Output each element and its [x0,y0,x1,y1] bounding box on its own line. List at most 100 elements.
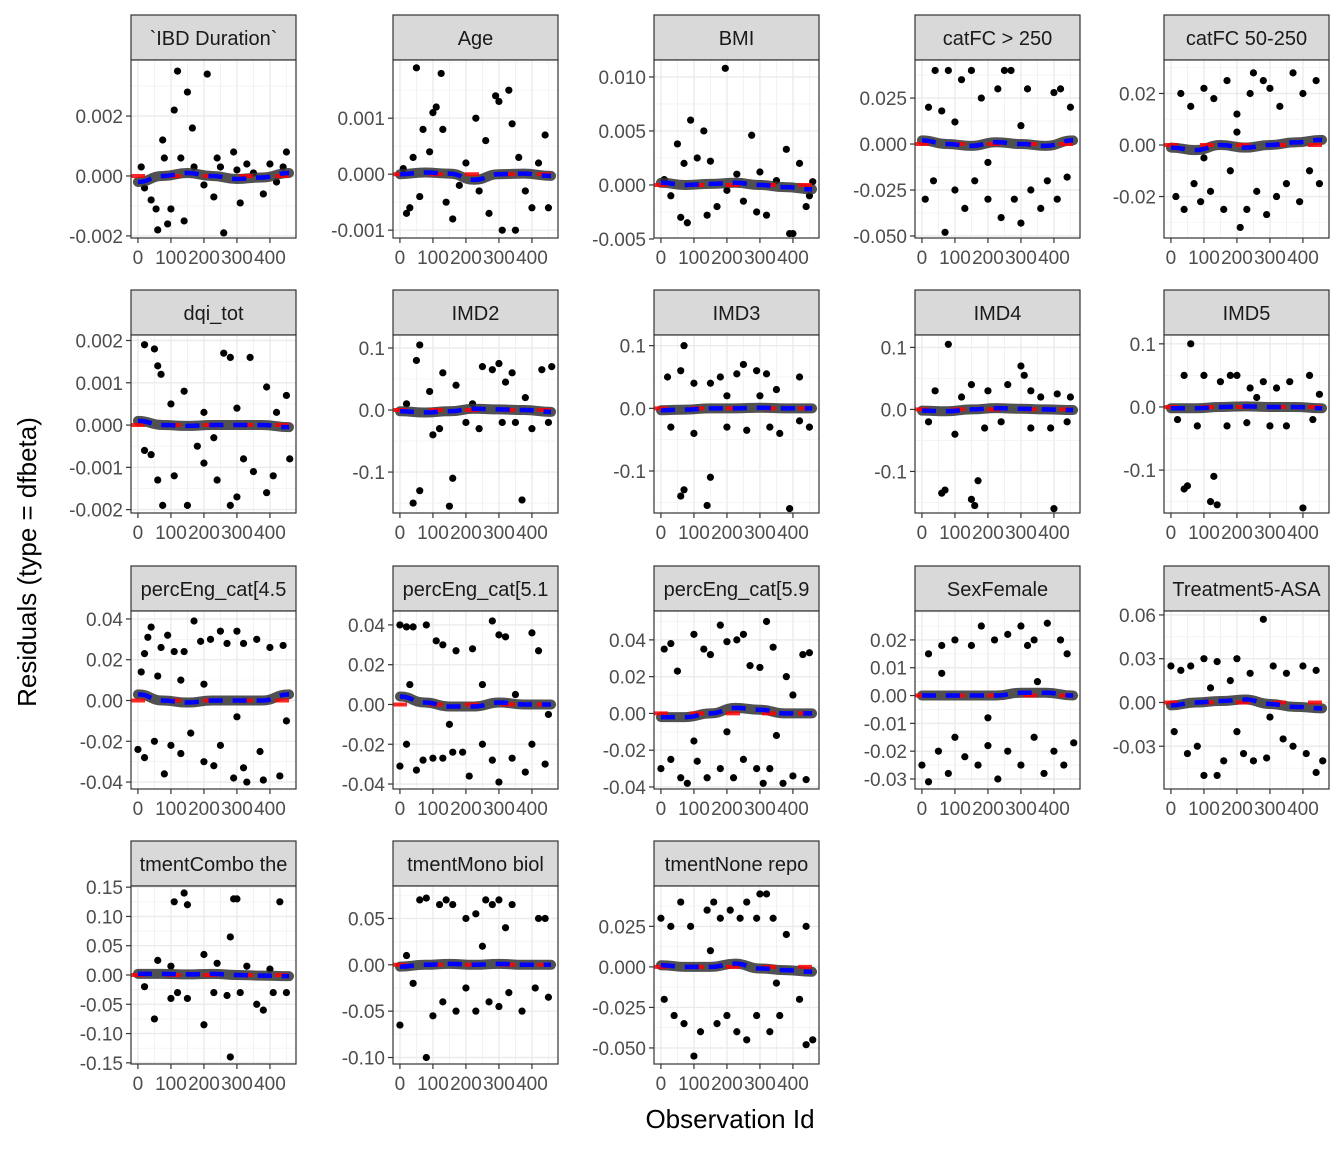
data-point [1056,85,1065,93]
data-point [677,898,685,906]
data-point [795,995,804,1003]
facet-strip-label: catFC > 250 [943,28,1053,50]
y-tick-label: 0.005 [598,122,646,143]
panel-border [1163,334,1330,514]
data-point [997,418,1005,426]
x-tick-label: 200 [188,248,220,269]
data-point [511,690,520,699]
data-point [140,650,149,658]
x-tick-label: 200 [1221,523,1253,544]
data-point [409,623,417,631]
data-point [1243,419,1251,427]
data-point [934,747,943,755]
data-point [1206,498,1215,506]
panel-border [130,334,297,514]
x-tick-label: 300 [744,799,776,820]
data-point [1060,761,1068,769]
y-tick-label: -0.1 [613,462,646,483]
x-tick-label: 0 [656,799,667,820]
data-point [1206,684,1215,692]
smooth-line [399,694,552,709]
data-layer [131,889,296,1061]
data-point [452,1007,460,1015]
data-point [984,742,992,750]
data-point [723,728,731,736]
data-point [924,418,933,426]
data-point [416,487,424,495]
data-point [501,633,510,641]
y-tick-label: -0.10 [80,1025,123,1046]
data-point [663,373,672,381]
y-tick-label: 0.001 [75,374,123,395]
data-point [1319,757,1327,765]
data-point [429,431,437,439]
x-tick-label: 300 [221,523,253,544]
data-point [974,477,982,485]
data-point [164,631,172,639]
data-point [941,228,949,236]
data-point [233,166,241,174]
data-point [180,217,188,225]
data-point [924,778,933,786]
data-point [402,400,411,408]
data-point [1040,769,1048,778]
data-layer [393,894,558,1062]
facet-strip [1163,14,1330,61]
x-tick-label: 0 [395,1074,406,1095]
data-point [762,617,771,626]
data-point [402,623,411,631]
data-point [203,70,211,78]
data-point [200,1021,208,1029]
data-point [1063,173,1071,181]
data-point [756,890,764,898]
smooth-line [660,961,813,975]
x-tick-label: 400 [777,248,809,269]
data-point [478,363,487,371]
x-tick-label: 0 [395,799,406,820]
x-tick-label: 0 [395,523,406,544]
data-point [544,710,553,719]
x-tick-label: 0 [917,799,928,820]
data-point [478,740,487,748]
data-point [753,208,761,216]
data-point [259,776,267,784]
data-point [193,442,201,450]
data-point [1233,128,1241,136]
data-point [680,159,688,167]
data-point [756,392,764,400]
data-point [944,340,952,348]
y-tick-label: 0.0 [881,400,907,421]
x-tick-label: 100 [939,523,971,544]
facet-strip [653,289,820,336]
data-point [498,226,506,234]
facet-panel: percEng_cat[5.9 -0.04 -0.02 0.00 0.02 0.04 0 10… [603,565,820,820]
data-layer [393,341,558,510]
data-point [177,154,185,162]
data-point [1017,219,1025,227]
x-tick-label: 400 [777,1074,809,1095]
data-point [1220,205,1228,214]
data-point [1180,205,1188,214]
data-point [210,988,218,997]
data-point [521,768,529,776]
data-point [455,181,463,189]
y-tick-label: 0.00 [609,704,646,725]
data-point [259,1006,267,1014]
data-layer [654,342,819,513]
data-point [772,731,781,740]
facet-strip [392,840,559,887]
data-point [660,995,668,1003]
data-point [1027,424,1035,432]
y-tick-label: 0.10 [86,907,123,928]
y-tick-label: 0.15 [86,878,123,899]
data-point [703,211,711,219]
data-point [197,637,205,645]
x-tick-label: 300 [1254,799,1286,820]
data-point [213,154,221,162]
data-point [706,473,715,481]
y-tick-label: -0.05 [80,995,123,1016]
data-point [173,67,182,75]
data-point [677,367,685,375]
panel-border [653,334,820,514]
facet-panel: catFC 50-250 -0.02 0.00 0.02 0 100 200 300 400 [1113,14,1330,269]
